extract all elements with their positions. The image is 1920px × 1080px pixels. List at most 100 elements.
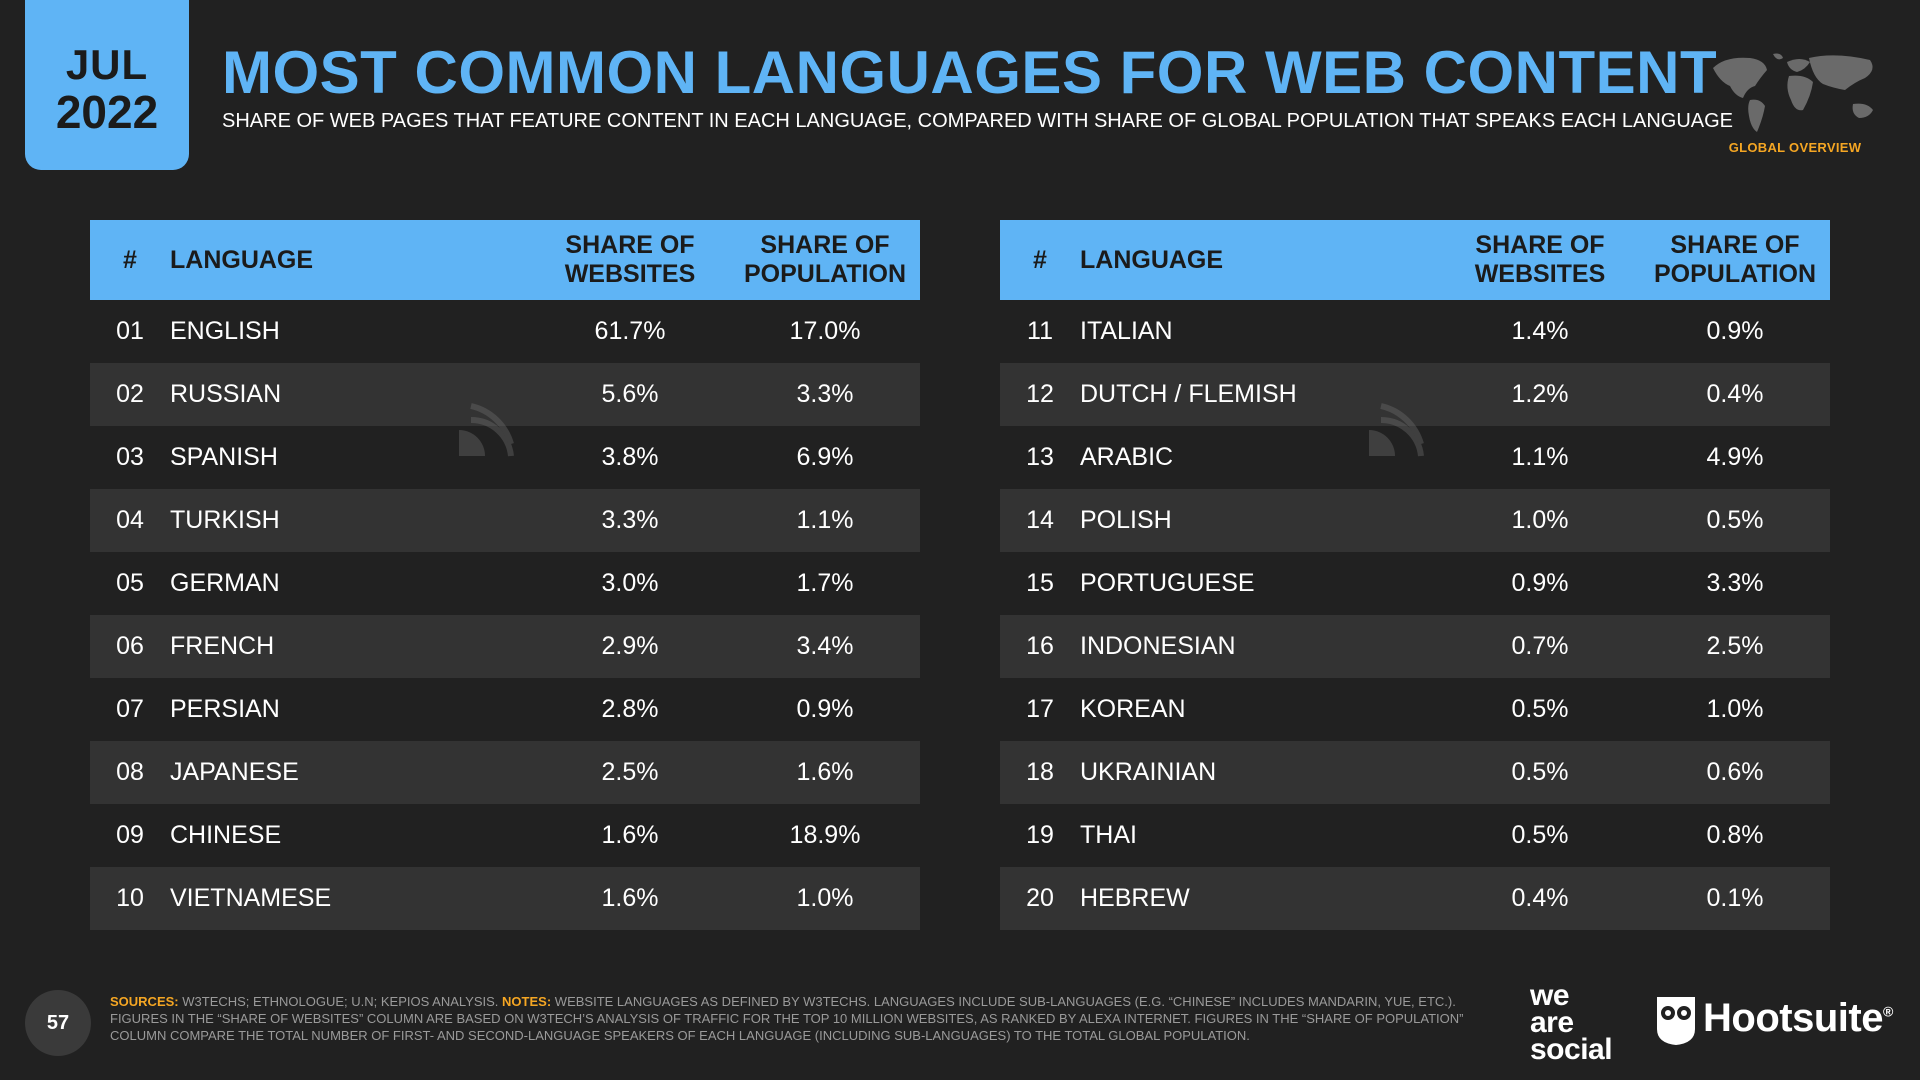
table-row: 02 RUSSIAN 5.6% 3.3%	[90, 363, 920, 426]
table-row: 07 PERSIAN 2.8% 0.9%	[90, 678, 920, 741]
row-websites: 3.0%	[601, 569, 659, 597]
page-title: MOST COMMON LANGUAGES FOR WEB CONTENT	[222, 39, 1718, 106]
row-population: 18.9%	[789, 821, 861, 849]
header-population: SHARE OF POPULATION	[730, 231, 920, 289]
header-websites-line1: SHARE OF	[565, 231, 695, 259]
hootsuite-wordmark: Hootsuite	[1703, 996, 1883, 1040]
row-num: 10	[116, 884, 144, 912]
row-num: 08	[116, 758, 144, 786]
row-websites: 1.6%	[601, 821, 659, 849]
table-row: 04 TURKISH 3.3% 1.1%	[90, 489, 920, 552]
datareportal-watermark-icon	[1369, 403, 1424, 457]
row-websites: 2.9%	[601, 632, 659, 660]
logo-social: social	[1530, 1033, 1613, 1066]
row-num: 16	[1026, 632, 1054, 660]
row-websites: 2.5%	[601, 758, 659, 786]
table-row: 16 INDONESIAN 0.7% 2.5%	[1000, 615, 1830, 678]
row-language: UKRAINIAN	[1080, 758, 1217, 786]
row-population: 3.3%	[796, 380, 854, 408]
table-row: 03 SPANISH 3.8% 6.9%	[90, 426, 920, 489]
row-num: 19	[1026, 821, 1054, 849]
logo-are: are	[1530, 1006, 1574, 1039]
header-num: #	[1033, 245, 1047, 274]
section-label: GLOBAL OVERVIEW	[1728, 140, 1862, 155]
header-population-line2: POPULATION	[743, 260, 907, 288]
header-population: SHARE OF POPULATION	[1640, 231, 1830, 289]
row-language: VIETNAMESE	[170, 884, 332, 912]
table-row: 12 DUTCH / FLEMISH 1.2% 0.4%	[1000, 363, 1830, 426]
row-population: 4.9%	[1706, 443, 1764, 471]
date-badge: JUL 2022	[25, 0, 189, 170]
header-websites: SHARE OF WEBSITES	[1440, 231, 1640, 289]
logo-we: we	[1530, 979, 1570, 1012]
row-websites: 0.5%	[1511, 695, 1569, 723]
row-num: 07	[116, 695, 144, 723]
row-language: DUTCH / FLEMISH	[1080, 380, 1297, 408]
row-websites: 3.8%	[601, 443, 659, 471]
row-websites: 1.2%	[1511, 380, 1569, 408]
row-population: 0.6%	[1706, 758, 1764, 786]
header-population-line1: SHARE OF	[760, 231, 890, 259]
header-websites: SHARE OF WEBSITES	[530, 231, 730, 289]
row-websites: 61.7%	[594, 317, 666, 345]
row-population: 1.6%	[796, 758, 854, 786]
row-websites: 2.8%	[601, 695, 659, 723]
row-num: 12	[1026, 380, 1054, 408]
badge-month: JUL	[65, 41, 149, 88]
row-language: GERMAN	[170, 569, 280, 597]
row-num: 05	[116, 569, 144, 597]
table-row: 10 VIETNAMESE 1.6% 1.0%	[90, 867, 920, 930]
sources-label: SOURCES:	[110, 994, 179, 1009]
row-websites: 0.9%	[1511, 569, 1569, 597]
row-websites: 1.1%	[1511, 443, 1569, 471]
row-language: INDONESIAN	[1080, 632, 1236, 660]
table-row: 18 UKRAINIAN 0.5% 0.6%	[1000, 741, 1830, 804]
header-num: #	[123, 245, 137, 274]
header-websites-line1: SHARE OF	[1475, 231, 1605, 259]
row-num: 11	[1027, 317, 1053, 345]
notes-text: WEBSITE LANGUAGES AS DEFINED BY W3TECHS.…	[110, 994, 1464, 1043]
languages-table-left: # LANGUAGE SHARE OF WEBSITES SHARE OF PO…	[90, 220, 920, 930]
row-websites: 0.4%	[1511, 884, 1569, 912]
table-row: 20 HEBREW 0.4% 0.1%	[1000, 867, 1830, 930]
hootsuite-owl-icon	[1657, 997, 1695, 1045]
row-language: JAPANESE	[170, 758, 299, 786]
row-language: ENGLISH	[170, 317, 280, 345]
row-language: KOREAN	[1080, 695, 1186, 723]
row-num: 20	[1026, 884, 1054, 912]
table-row: 11 ITALIAN 1.4% 0.9%	[1000, 300, 1830, 363]
notes-label: NOTES:	[502, 994, 552, 1009]
row-websites: 0.5%	[1511, 821, 1569, 849]
row-population: 1.0%	[1706, 695, 1764, 723]
row-num: 18	[1026, 758, 1054, 786]
sources-text: W3TECHS; ETHNOLOGUE; U.N; KEPIOS ANALYSI…	[182, 994, 499, 1009]
row-population: 1.0%	[796, 884, 854, 912]
row-websites: 3.3%	[601, 506, 659, 534]
row-websites: 1.4%	[1511, 317, 1569, 345]
page-number: 57	[25, 990, 91, 1056]
table-row: 01 ENGLISH 61.7% 17.0%	[90, 300, 920, 363]
row-language: CHINESE	[170, 821, 282, 849]
row-language: POLISH	[1080, 506, 1172, 534]
row-population: 2.5%	[1706, 632, 1764, 660]
row-num: 15	[1026, 569, 1054, 597]
row-population: 0.1%	[1706, 884, 1764, 912]
table-row: 06 FRENCH 2.9% 3.4%	[90, 615, 920, 678]
table-row: 15 PORTUGUESE 0.9% 3.3%	[1000, 552, 1830, 615]
row-language: RUSSIAN	[170, 380, 282, 408]
row-websites: 5.6%	[601, 380, 659, 408]
table-row: 19 THAI 0.5% 0.8%	[1000, 804, 1830, 867]
row-population: 1.7%	[796, 569, 854, 597]
row-num: 17	[1026, 695, 1054, 723]
header-population-line1: SHARE OF	[1670, 231, 1800, 259]
row-num: 13	[1026, 443, 1054, 471]
header-population-line2: POPULATION	[1653, 260, 1817, 288]
row-population: 0.5%	[1706, 506, 1764, 534]
row-num: 14	[1026, 506, 1054, 534]
row-num: 02	[116, 380, 144, 408]
we-are-social-logo: we are social	[1530, 979, 1640, 1066]
row-num: 06	[116, 632, 144, 660]
row-population: 3.3%	[1706, 569, 1764, 597]
table-row: 14 POLISH 1.0% 0.5%	[1000, 489, 1830, 552]
table-header: # LANGUAGE SHARE OF WEBSITES SHARE OF PO…	[1000, 220, 1830, 300]
